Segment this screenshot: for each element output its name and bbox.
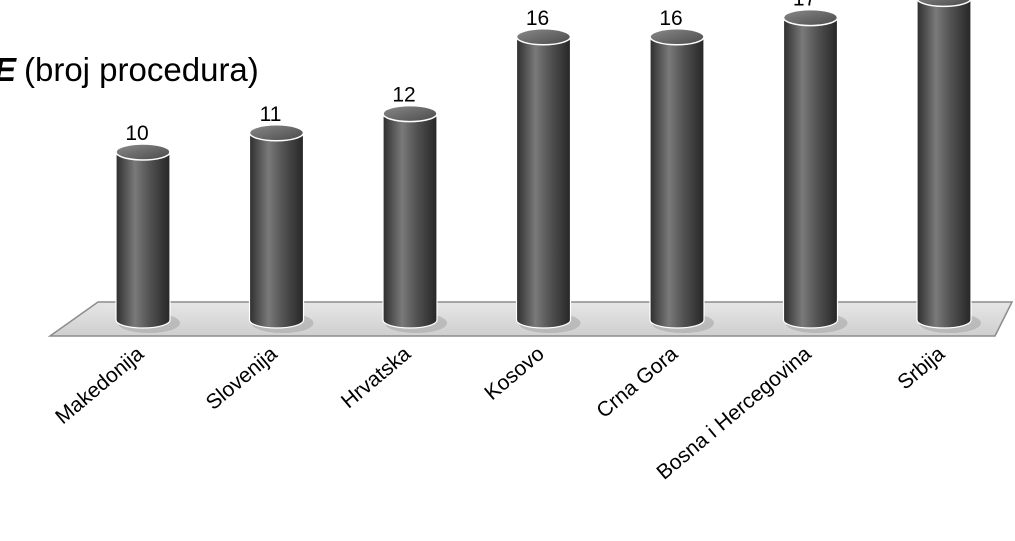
data-label: 12 (392, 84, 415, 107)
bar (782, 8, 848, 333)
chart-title-text: (broj procedura) (24, 51, 259, 88)
title-prefix: E (0, 51, 17, 88)
data-label: 11 (260, 103, 282, 126)
bar-top (782, 8, 839, 27)
value-labels: 10111216161718 (125, 0, 816, 145)
bar-top (649, 28, 705, 46)
bar-top (515, 28, 572, 46)
x-tick-label: Crna Gora (592, 342, 682, 423)
bar (649, 28, 714, 333)
bar (916, 0, 981, 333)
x-tick-label: Kosovo (480, 342, 548, 405)
chart-title: E (broj procedura) (0, 51, 259, 88)
bar-body (248, 132, 305, 329)
x-tick-label: Slovenija (202, 342, 282, 415)
bar (248, 124, 314, 333)
bar-series (115, 0, 981, 333)
bar-body (782, 17, 839, 329)
data-label: 17 (793, 0, 816, 11)
bar-body (382, 113, 438, 329)
data-label: 16 (659, 7, 682, 30)
bar-top (382, 104, 438, 123)
bar-body (649, 36, 705, 329)
bar-top (916, 0, 972, 8)
x-tick-label: Srbija (893, 342, 949, 394)
bar-body (916, 0, 972, 329)
bar (382, 104, 447, 333)
bar (115, 143, 180, 333)
bar (515, 28, 581, 333)
bar-body (515, 36, 572, 329)
bar-top (248, 124, 305, 142)
category-labels: Makedonija Slovenija Hrvatska Kosovo Crna Go… (51, 342, 949, 484)
bar-top (115, 143, 171, 161)
data-label: 16 (526, 7, 549, 30)
x-tick-label: Makedonija (51, 342, 148, 429)
bar-body (115, 151, 171, 329)
x-tick-label: Hrvatska (337, 342, 415, 413)
data-label: 10 (125, 122, 148, 145)
